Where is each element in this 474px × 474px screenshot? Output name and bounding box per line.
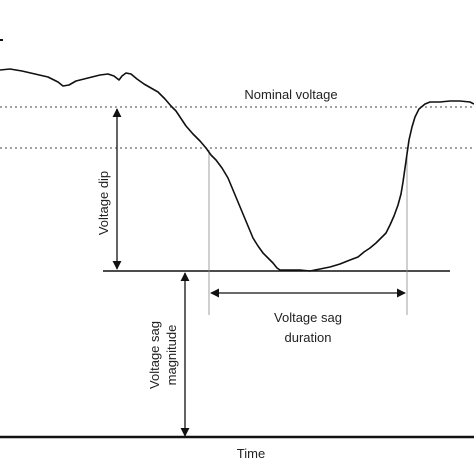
sag-duration-label-line2: duration bbox=[285, 330, 332, 345]
sag-duration-label-line1: Voltage sag bbox=[274, 310, 342, 325]
voltage-dip-label: Voltage dip bbox=[96, 171, 111, 235]
nominal-voltage-label: Nominal voltage bbox=[244, 87, 337, 102]
sag-magnitude-label-line1: Voltage sag bbox=[147, 321, 162, 389]
voltage-waveform bbox=[0, 68, 474, 272]
time-axis-label: Time bbox=[237, 446, 265, 461]
sag-magnitude-label-line2: magnitude bbox=[164, 325, 179, 386]
